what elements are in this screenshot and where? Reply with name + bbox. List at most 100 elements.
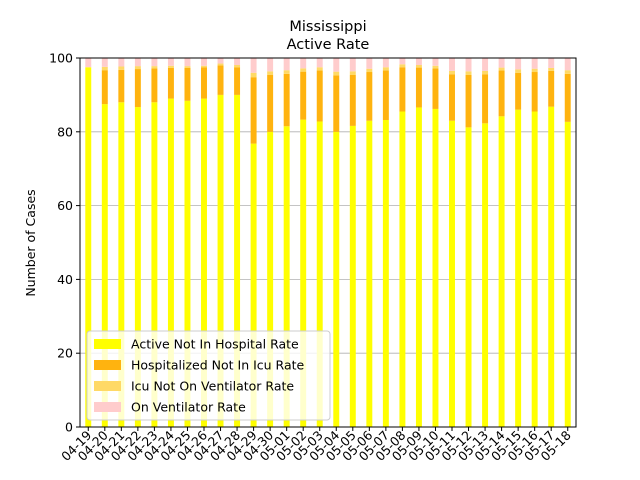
bar-segment [184,100,191,427]
bar-segment [316,58,323,68]
y-tick-label: 40 [57,272,73,287]
bar-segment [316,67,323,71]
bar-segment [85,58,92,68]
bar-segment [167,58,174,66]
bar-segment [234,65,241,68]
bar-segment [449,120,455,427]
bar-segment [201,65,207,68]
bar-segment [382,119,389,427]
y-tick-label: 80 [57,124,73,139]
bar-segment [101,70,108,105]
bar-segment [548,70,555,107]
bar-segment [134,66,141,70]
bar-segment [382,67,389,71]
bar-segment [151,68,158,103]
bar-segment [300,68,307,72]
bar-segment [449,74,455,121]
bar-segment [498,58,505,68]
bar-segment [415,67,422,108]
bar-segment [267,58,274,72]
bar-segment [201,67,207,99]
bar-segment [267,131,274,428]
y-tick-label: 60 [57,198,73,213]
bar-segment [184,58,191,67]
bar-segment [366,72,373,121]
bar-segment [465,74,472,128]
bar-segment [366,58,373,69]
bar-segment [101,66,108,71]
bar-segment [415,65,422,68]
bar-segment [167,67,174,99]
bar-segment [349,74,356,126]
bar-segment [515,69,522,73]
bar-segment [531,68,538,73]
bar-segment [415,107,422,428]
bar-segment [167,65,174,68]
bar-segment [333,131,340,428]
bar-segment [498,116,505,427]
bar-segment [498,67,505,71]
bar-segment [349,58,356,72]
legend-swatch [94,360,121,370]
bar-segment [399,58,406,65]
bar-segment [432,68,439,109]
bar-segment [101,104,108,427]
bar-segment [217,94,224,428]
bar-segment [184,66,191,68]
plot-frame [79,57,577,428]
bar-segment [366,68,373,73]
bar-segment [465,71,472,75]
bar-segment [316,70,323,122]
legend-label: On Ventilator Rate [131,400,246,415]
bar-segment [349,125,356,428]
bar-segment [349,71,356,75]
bar-segment [515,58,522,70]
y-tick-label: 20 [57,346,73,361]
legend: Active Not In Hospital Rate Hospitalized … [86,330,331,421]
legend-swatch [94,339,121,349]
legend-swatch [94,381,121,391]
x-axis: 04-1904-2004-2104-2204-2304-2404-2504-26… [58,427,574,464]
bar-segment [465,58,472,72]
bar-segment [333,71,340,76]
legend-label: Icu Not On Ventilator Rate [131,379,294,394]
chart-subtitle: Active Rate [287,37,370,53]
bar-segment [449,70,455,75]
bar-segment [118,58,125,67]
bar-segment [366,120,373,427]
bar-segment [134,58,141,67]
legend-label: Active Not In Hospital Rate [131,337,299,352]
bar-segment [118,66,125,70]
legend-label: Hospitalized Not In Icu Rate [131,358,305,373]
bar-segment [382,58,389,68]
bar-segment [415,58,422,66]
bar-segment [151,58,158,67]
bar-segment [316,121,323,427]
bar-segment [548,106,555,427]
bar-segment [283,58,290,71]
bar-segment [234,58,241,66]
bar-segment [498,70,505,117]
bar-segment [548,58,555,68]
bar-segment [250,58,257,73]
bar-segment [531,111,538,427]
bar-segment [399,67,406,112]
bar-segment [482,58,489,71]
bar-segment [300,119,307,428]
bar-segment [134,69,141,108]
bar-segment [564,70,571,74]
y-axis-label: Number of Cases [23,189,38,296]
bar-segment [250,72,257,78]
bar-segment [399,64,406,68]
bar-segment [234,67,241,95]
bar-segment [118,102,125,427]
bar-segment [432,108,439,427]
bars [85,58,571,428]
y-tick-label: 0 [65,420,73,435]
y-axis: 0 20 40 60 80 100 [49,51,80,435]
bar-segment [564,58,571,71]
bar-segment [432,58,439,66]
bar-segment [564,121,571,427]
bar-segment [449,58,455,71]
